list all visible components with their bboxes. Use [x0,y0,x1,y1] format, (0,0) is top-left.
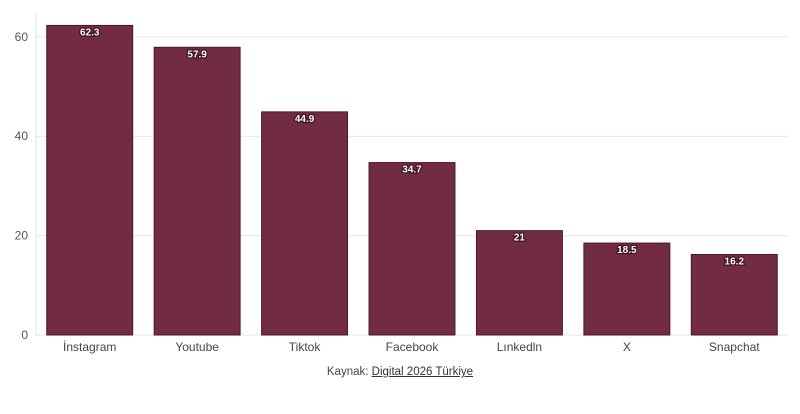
y-tick-label: 60 [15,30,29,44]
source-prefix: Kaynak: [326,366,369,378]
data-label-0: 62.3 [80,27,100,38]
data-label-5: 18.5 [617,245,637,256]
y-tick-label: 20 [15,229,29,243]
data-label-4: 21 [514,233,526,244]
x-tick-label-2: Tiktok [289,340,322,354]
data-label-2: 44.9 [295,114,315,125]
source-caption: Kaynak: Digital 2026 Türkiye [0,366,800,378]
bar-2 [261,111,349,336]
y-tick-label: 40 [15,129,29,143]
data-label-1: 57.9 [187,49,207,60]
bar-chart: 62.3 57.9 44.9 34.7 21 18.5 16.2 0 20 40 60 İnstag… [15,12,788,354]
axes: 0 20 40 60 İnstagram Youtube Tiktok Facebook Lın… [15,30,761,354]
x-tick-label-5: X [623,340,631,354]
data-labels: 62.3 57.9 44.9 34.7 21 18.5 16.2 [79,26,746,268]
x-tick-label-6: Snapchat [709,340,760,354]
bar-4 [475,230,563,336]
bars [46,24,778,336]
x-tick-label-4: Lınkedln [497,340,542,354]
bar-0 [46,24,134,336]
data-label-6: 16.2 [725,256,745,267]
data-label-3: 34.7 [402,165,422,176]
x-tick-label-1: Youtube [175,340,219,354]
y-tick-label: 0 [21,328,28,342]
x-tick-label-3: Facebook [386,340,440,354]
x-tick-label-0: İnstagram [63,340,116,354]
bar-3 [368,162,456,336]
bar-6 [690,253,778,336]
bar-5 [583,242,671,336]
source-link[interactable]: Digital 2026 Türkiye [371,366,474,378]
bar-1 [153,46,241,336]
